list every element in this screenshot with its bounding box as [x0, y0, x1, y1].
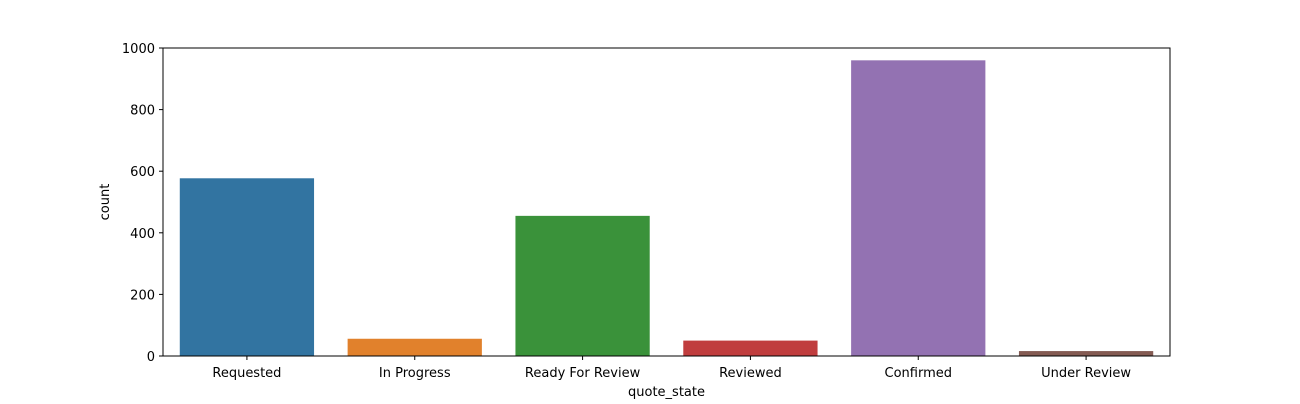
x-tick-label: In Progress: [379, 366, 451, 381]
x-tick-label: Reviewed: [719, 366, 782, 381]
x-tick-label: Ready For Review: [525, 366, 641, 381]
x-axis-label: quote_state: [628, 385, 705, 400]
x-tick-label: Confirmed: [885, 366, 953, 381]
bar-in-progress: [347, 338, 482, 356]
bar-confirmed: [851, 60, 986, 356]
y-tick-label: 400: [130, 227, 155, 242]
y-tick-label: 600: [130, 165, 155, 180]
y-axis-label: count: [98, 184, 113, 221]
x-tick-label: Under Review: [1041, 366, 1131, 381]
bars-group: [179, 60, 1154, 356]
y-tick-label: 200: [130, 288, 155, 303]
bar-requested: [179, 178, 315, 356]
x-tick-label: Requested: [212, 366, 281, 381]
plot-frame: [162, 47, 1171, 357]
y-tick-label: 1000: [122, 42, 155, 57]
y-tick-label: 800: [130, 104, 155, 119]
y-tick-label: 0: [147, 350, 155, 365]
x-axis-ticks: Requested In Progress Ready For Review Revi…: [212, 356, 1131, 381]
bar-ready-for-review: [515, 215, 650, 356]
bar-reviewed: [683, 340, 818, 356]
bar-under-review: [1018, 351, 1154, 356]
y-axis-ticks: 0 200 400 600 800 1000: [122, 42, 163, 365]
